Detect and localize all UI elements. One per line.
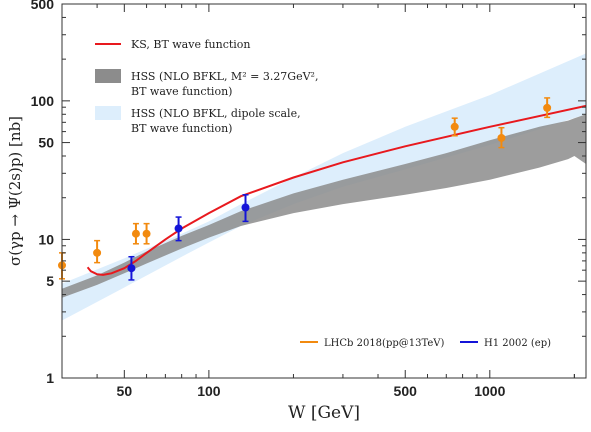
y-tick-label: 1 [46,370,54,386]
data-point-series-3 [450,122,459,131]
y-tick-label: 100 [31,93,55,109]
y-tick-label: 50 [38,135,54,151]
data-point-series-3 [93,248,102,257]
legend-swatch-band [95,106,121,120]
y-tick-label: 5 [46,273,54,289]
x-tick-label: 500 [394,383,418,399]
y-axis-label: σ(γp → Ψ(2s)p) [nb] [6,116,24,266]
data-point-series-3 [142,229,151,238]
data-point-series-3 [131,229,140,238]
x-axis-label: W [GeV] [288,403,360,423]
legend-swatch-band [95,69,121,83]
points-layer [58,97,552,281]
x-tick-label: 1000 [474,383,505,399]
y-tick-label: 500 [31,0,55,12]
data-point-series-4 [241,203,250,212]
legend-label: KS, BT wave function [131,38,251,51]
legend-label: HSS (NLO BFKL, M² = 3.27GeV², [131,70,318,83]
legend-label: H1 2002 (ep) [484,338,551,349]
legend-label: BT wave function) [131,85,232,98]
data-point-series-3 [497,133,506,142]
data-point-series-3 [543,103,552,112]
data-point-series-4 [127,264,136,273]
legend-label: LHCb 2018(pp@13TeV) [324,338,445,349]
y-tick-label: 10 [38,231,54,247]
ticks-layer: 50 100 500 1000 1 5 10 50 100 500 [31,0,586,399]
curves-layer [86,104,586,276]
curve-series-0 [86,104,586,276]
legend-label: HSS (NLO BFKL, dipole scale, [131,107,301,120]
plot-frame [61,3,587,379]
band-series-1 [62,114,586,298]
legend-label: BT wave function) [131,122,232,135]
data-point-series-4 [174,224,183,233]
x-tick-label: 50 [117,383,133,399]
legend: KS, BT wave function HSS (NLO BFKL, M² = … [95,38,551,349]
x-tick-label: 100 [197,383,221,399]
